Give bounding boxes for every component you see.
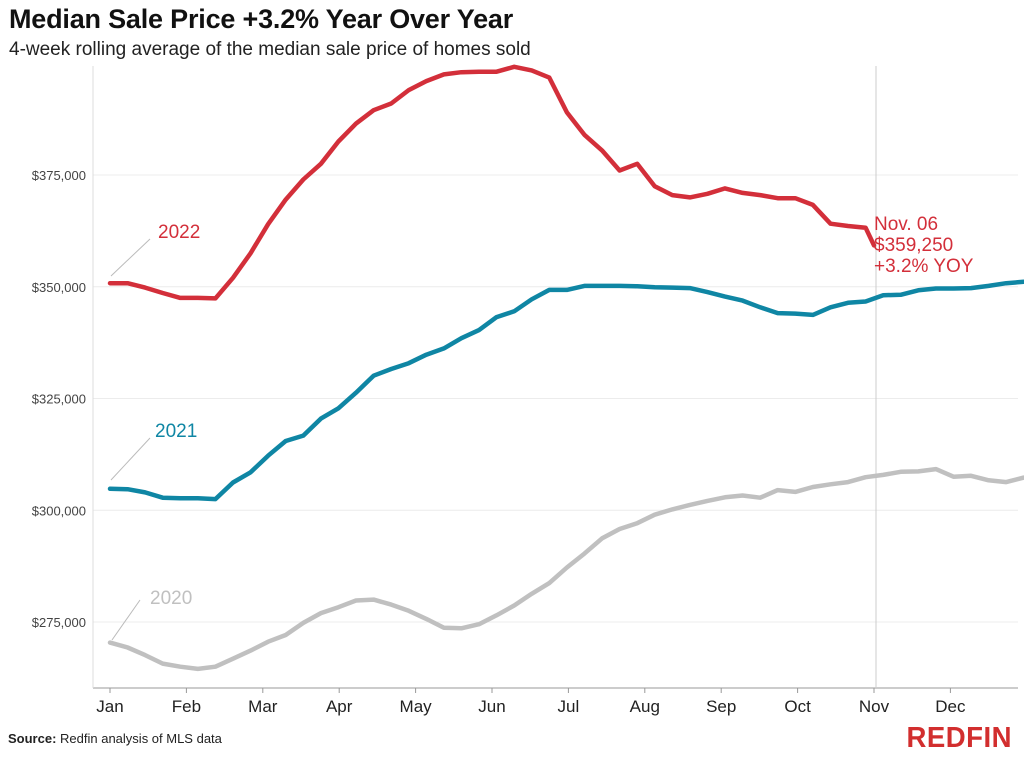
series-label-2020: 2020 xyxy=(150,588,192,609)
y-tick-label: $300,000 xyxy=(32,503,86,518)
gridlines xyxy=(93,174,1018,623)
chart-title: Median Sale Price +3.2% Year Over Year xyxy=(9,4,514,34)
x-tick-label: Jan xyxy=(96,697,123,716)
x-tick-label: May xyxy=(400,697,433,716)
series-line-2021 xyxy=(107,279,1024,502)
series-labels: 2022 2021 2020 xyxy=(110,222,200,641)
x-tick-label: Nov xyxy=(859,697,890,716)
x-axis: Jan Feb Mar Apr May Jun Jul Aug Sep Oct Nov Dec xyxy=(92,66,1018,716)
end-annotation: Nov. 06$359,250+3.2% YOY xyxy=(874,214,974,277)
x-tick-label: Mar xyxy=(248,697,278,716)
series-line-2022 xyxy=(107,64,877,301)
source-text: Redfin analysis of MLS data xyxy=(60,731,222,746)
x-tick-label: Aug xyxy=(630,697,660,716)
x-tick-label: Jul xyxy=(558,697,580,716)
redfin-logo: REDFIN xyxy=(906,722,1012,754)
leader-line-2021 xyxy=(110,437,151,481)
leader-line-2020 xyxy=(111,599,141,641)
y-axis: $275,000 $300,000 $325,000 $350,000 $375,000 xyxy=(32,168,86,630)
annotation-line: Nov. 06 xyxy=(874,214,938,235)
series-line-2020 xyxy=(107,466,1024,672)
x-tick-label: Sep xyxy=(706,697,736,716)
y-tick-label: $350,000 xyxy=(32,280,86,295)
series-label-2021: 2021 xyxy=(155,421,197,442)
annotation-line: $359,250 xyxy=(874,235,953,256)
source-label: Source: xyxy=(8,731,57,746)
series-label-2022: 2022 xyxy=(158,222,200,243)
series-group xyxy=(107,64,1024,672)
y-tick-label: $325,000 xyxy=(32,392,86,407)
x-tick-label: Jun xyxy=(478,697,505,716)
source-note: Source: Redfin analysis of MLS data xyxy=(8,731,222,746)
x-tick-label: Dec xyxy=(935,697,966,716)
x-tick-label: Apr xyxy=(326,697,353,716)
annotation-line: +3.2% YOY xyxy=(874,256,974,277)
leader-line-2022 xyxy=(110,238,151,277)
y-tick-label: $375,000 xyxy=(32,168,86,183)
y-tick-label: $275,000 xyxy=(32,615,86,630)
x-tick-label: Feb xyxy=(172,697,201,716)
x-tick-label: Oct xyxy=(784,697,811,716)
chart-subtitle: 4-week rolling average of the median sal… xyxy=(9,39,531,60)
